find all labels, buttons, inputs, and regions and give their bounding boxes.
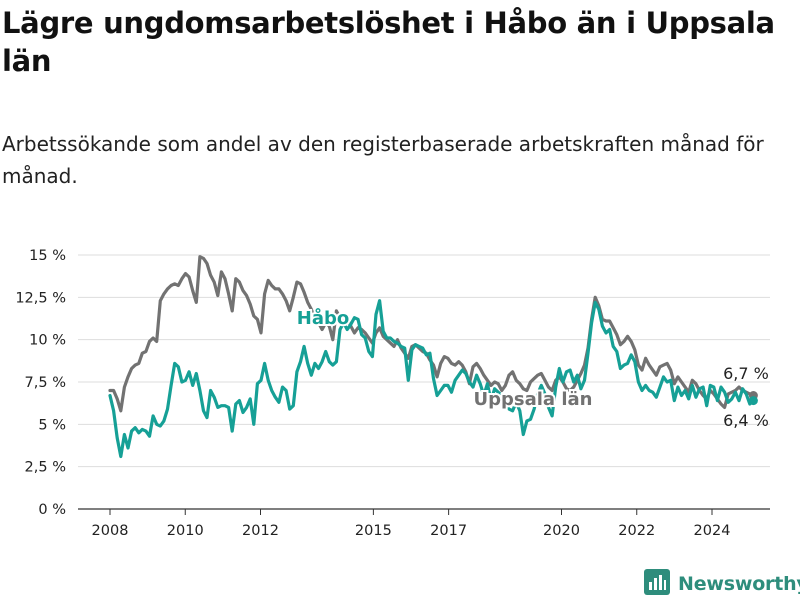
y-tick-label: 15 % — [29, 248, 66, 264]
y-tick-label: 5 % — [38, 417, 66, 433]
x-tick-label: 2012 — [242, 523, 279, 539]
end-value-uppsala: 6,7 % — [723, 364, 769, 383]
newsworthy-chart-logo-icon — [644, 569, 670, 599]
x-tick-label: 2010 — [167, 523, 204, 539]
x-tick-label: 2024 — [694, 523, 731, 539]
series-end-point — [749, 396, 758, 405]
line-chart: 0 % 2,5 % 5 % 7,5 % 10 % 12,5 % 15 % 2008 2010 20… — [0, 0, 800, 600]
y-tick-label: 7,5 % — [25, 375, 66, 391]
y-tick-label: 0 % — [38, 502, 66, 518]
x-tick-label: 2017 — [430, 523, 467, 539]
series-lines — [110, 257, 758, 457]
x-tick-label: 2015 — [355, 523, 392, 539]
y-tick-label: 10 % — [29, 333, 66, 349]
series-label-uppsala: Uppsala län — [474, 389, 593, 410]
newsworthy-brand[interactable]: Newsworthy — [644, 569, 800, 599]
series-line-habo — [110, 301, 753, 457]
y-tick-label: 12,5 % — [15, 290, 66, 306]
x-tick-label: 2008 — [92, 523, 129, 539]
series-label-habo: Håbo — [297, 307, 349, 329]
y-tick-label: 2,5 % — [25, 460, 66, 476]
x-tick-label: 2022 — [618, 523, 655, 539]
series-line-uppsala — [110, 257, 753, 411]
end-value-habo: 6,4 % — [723, 411, 769, 430]
brand-name: Newsworthy — [678, 573, 800, 595]
x-tick-label: 2020 — [543, 523, 580, 539]
